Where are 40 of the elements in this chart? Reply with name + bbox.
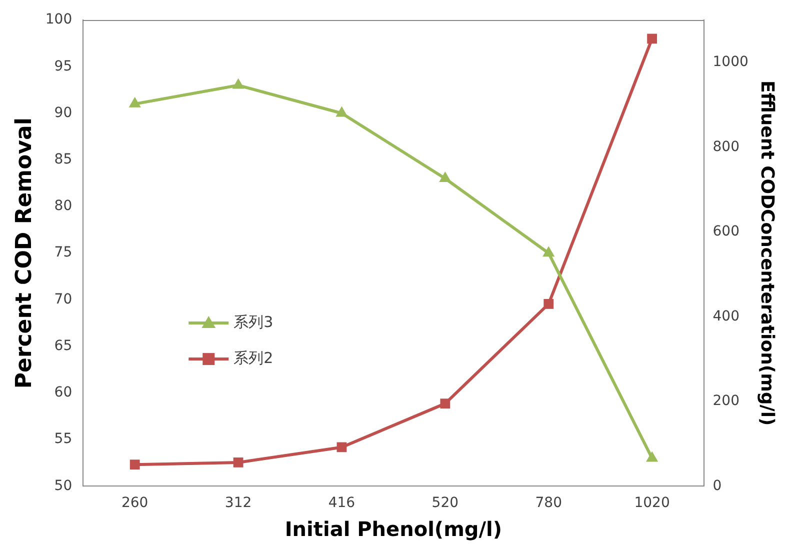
- point: [439, 172, 452, 182]
- point: [336, 442, 347, 452]
- y2-tick-label: 800: [712, 138, 740, 155]
- point: [647, 34, 657, 44]
- x-tick-label: 780: [535, 495, 562, 512]
- y2-tick-label: 200: [712, 393, 740, 410]
- point: [646, 451, 658, 462]
- x-tick-label: 1020: [634, 495, 670, 512]
- y-tick-label: 60: [54, 384, 72, 401]
- y2-tick-label: 1000: [712, 54, 748, 70]
- y2-tick-label: 0: [712, 478, 722, 494]
- y2-tick-label: 600: [712, 224, 740, 240]
- legend-label: 系列2: [234, 348, 274, 367]
- y-tick-label: 75: [54, 244, 72, 261]
- y-tick-label: 65: [54, 338, 72, 354]
- y-tick-label: 80: [54, 198, 72, 214]
- x-tick-label: 416: [328, 495, 356, 512]
- y-tick-label: 70: [54, 291, 72, 308]
- x-tick-label: 312: [224, 495, 252, 512]
- point: [232, 78, 244, 89]
- x-tick-label: 520: [432, 495, 459, 512]
- point: [233, 458, 244, 468]
- y2-tick-label: 400: [712, 308, 740, 324]
- point: [128, 96, 141, 108]
- y-tick-label: 55: [54, 431, 72, 448]
- y-axis-title: Percent COD Removal: [12, 118, 37, 389]
- point: [130, 460, 140, 470]
- y-tick-label: 95: [54, 58, 72, 74]
- point: [336, 106, 348, 117]
- point: [440, 398, 450, 409]
- y-tick-label: 50: [54, 478, 72, 494]
- y2-axis-title: Effluent CODConcenteration(mg/l): [756, 80, 778, 426]
- y-tick-label: 90: [54, 104, 72, 121]
- x-tick-label: 260: [121, 495, 148, 512]
- point: [544, 299, 554, 309]
- legend-label: 系列3: [234, 312, 274, 331]
- y-tick-label: 100: [45, 12, 72, 28]
- x-axis-title: Initial Phenol(mg/l): [284, 517, 502, 542]
- y-tick-label: 85: [54, 152, 72, 168]
- point: [542, 246, 555, 257]
